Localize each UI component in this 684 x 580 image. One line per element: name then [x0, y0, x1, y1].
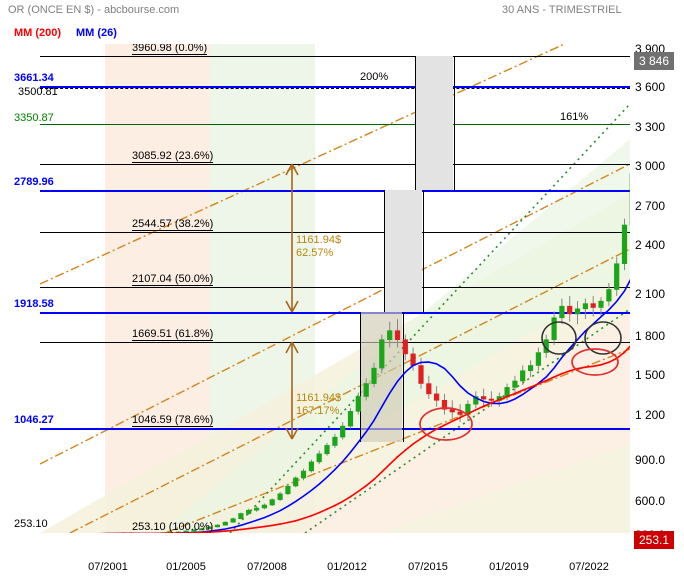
- level-label-278996: 2789.96: [14, 176, 54, 188]
- highlight-band-upper-border: [415, 56, 455, 190]
- x-tick-0: 07/2001: [88, 561, 128, 573]
- x-tick-4: 07/2015: [408, 561, 448, 573]
- y-tick-3: 3 000: [635, 159, 666, 173]
- highlight-band-upper: [415, 56, 453, 190]
- legend-ma-200[interactable]: MM (200): [14, 27, 62, 39]
- y-tick-1: 3 600: [635, 80, 666, 94]
- highlight-band-middle-border: [384, 190, 424, 312]
- measure-percent-upper: 62.57%: [296, 247, 334, 259]
- y-tick-11: 600.0: [635, 494, 666, 508]
- measure-amount-upper: 1161.94$: [296, 234, 342, 246]
- level-line-366134: [40, 86, 630, 88]
- price-series-layer: [99, 163, 630, 533]
- level-label-335087: 3350.87: [14, 112, 54, 124]
- level-line-335087: [40, 124, 630, 125]
- current-price-badge: 3 846: [634, 52, 675, 70]
- annotation-circle-right: [584, 321, 622, 355]
- fib-line-236: [40, 164, 630, 165]
- y-tick-8: 1 500: [635, 368, 666, 382]
- x-tick-2: 07/2008: [247, 561, 287, 573]
- level-label-191858: 1918.58: [14, 298, 54, 310]
- annotation-ellipse-red-left: [419, 407, 473, 441]
- annotation-circle-left: [541, 321, 577, 355]
- x-tick-5: 01/2019: [489, 561, 529, 573]
- fib-label-500: 2107.04 (50.0%): [132, 273, 214, 286]
- base-price-badge: 253.1: [634, 531, 675, 549]
- level-line-104627: [40, 428, 630, 430]
- period-title: 30 ANS - TRIMESTRIEL: [502, 4, 622, 16]
- y-tick-9: 1 200: [635, 408, 666, 422]
- extension-label-161: 161%: [560, 111, 589, 123]
- measure-annotation-lower: 1161.94$ 167.17%: [296, 392, 341, 418]
- fib-line-618: [40, 342, 630, 343]
- instrument-title: OR (ONCE EN $) - abcbourse.com: [8, 4, 180, 16]
- highlight-band-lower-border: [360, 312, 404, 442]
- date-axis[interactable]: 07/2001 01/2005 07/2008 01/2012 07/2015 …: [0, 558, 684, 580]
- y-tick-2: 3 300: [635, 120, 666, 134]
- fib-label-236: 3085.92 (23.6%): [132, 150, 214, 163]
- level-line-350081: [40, 88, 630, 89]
- fib-line-382: [40, 232, 630, 233]
- fib-label-382: 2544.57 (38.2%): [132, 218, 214, 231]
- level-label-104627: 1046.27: [14, 414, 54, 426]
- x-tick-3: 01/2012: [327, 561, 367, 573]
- x-tick-6: 07/2022: [569, 561, 609, 573]
- y-tick-7: 1 800: [635, 329, 666, 343]
- level-line-278996: [40, 190, 630, 192]
- fib-label-1000: 253.10 (100.0%): [132, 521, 214, 533]
- extension-label-200: 200%: [360, 71, 389, 83]
- measure-percent-lower: 167.17%: [296, 405, 340, 417]
- annotation-ellipse-red-right: [571, 348, 619, 376]
- level-label-350081: 3500.81: [18, 86, 58, 98]
- fib-label-0: 3960.98 (0.0%): [132, 44, 208, 55]
- legend-ma-26[interactable]: MM (26): [76, 27, 117, 39]
- level-line-191858: [40, 312, 630, 314]
- measure-annotation-upper: 1161.94$ 62.57%: [296, 234, 341, 260]
- fib-line-500: [40, 287, 630, 288]
- y-tick-5: 2 400: [635, 238, 666, 252]
- y-tick-4: 2 700: [635, 199, 666, 213]
- fib-label-786: 1046.59 (78.6%): [132, 414, 214, 427]
- fib-line-0: [40, 56, 630, 57]
- price-axis[interactable]: 3 900 3 600 3 300 3 000 2 700 2 400 2 10…: [632, 42, 684, 542]
- level-label-25310: 253.10: [14, 518, 48, 530]
- fib-label-618: 1669.51 (61.8%): [132, 328, 214, 341]
- highlight-band-middle: [384, 190, 422, 312]
- measure-amount-lower: 1161.94$: [296, 392, 342, 404]
- level-label-366134: 3661.34: [14, 72, 54, 84]
- y-tick-6: 2 100: [635, 287, 666, 301]
- x-tick-1: 01/2005: [166, 561, 206, 573]
- y-tick-10: 900.0: [635, 453, 666, 467]
- chart-plot-area[interactable]: 3960.98 (0.0%) 3085.92 (23.6%) 2544.57 (…: [40, 44, 630, 533]
